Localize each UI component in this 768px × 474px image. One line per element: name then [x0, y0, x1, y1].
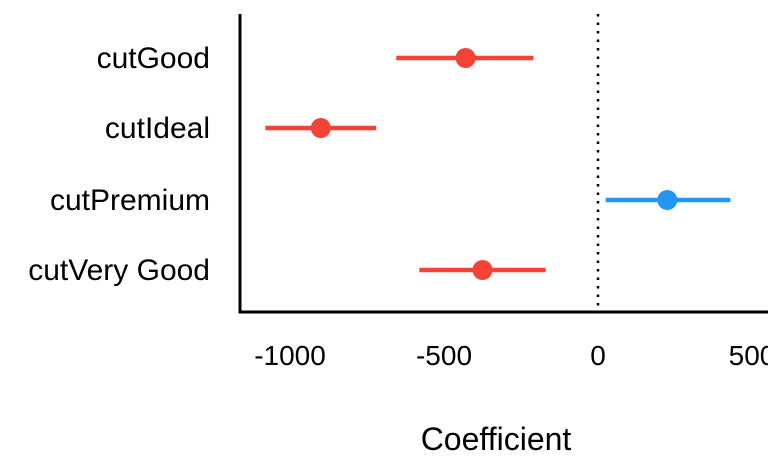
y-tick-label: cutGood — [97, 42, 210, 75]
estimate-point — [310, 118, 331, 138]
estimate-point — [472, 260, 493, 280]
y-tick-label: cutIdeal — [105, 112, 210, 145]
x-axis-title: Coefficient — [421, 421, 572, 457]
x-tick-label: -500 — [416, 340, 472, 371]
estimate-point — [455, 48, 476, 68]
x-tick-label: -1000 — [254, 340, 326, 371]
estimate-point — [657, 190, 678, 210]
x-tick-label: 0 — [590, 340, 606, 371]
chart-marks — [265, 48, 731, 280]
x-tick-label: 500 — [729, 340, 768, 371]
x-axis-ticks: -1000 -500 0 500 — [254, 340, 768, 371]
y-tick-label: cutPremium — [50, 184, 210, 217]
y-axis-labels: cutGood cutIdeal cutPremium cutVery Good — [28, 42, 210, 287]
y-tick-label: cutVery Good — [28, 254, 210, 287]
